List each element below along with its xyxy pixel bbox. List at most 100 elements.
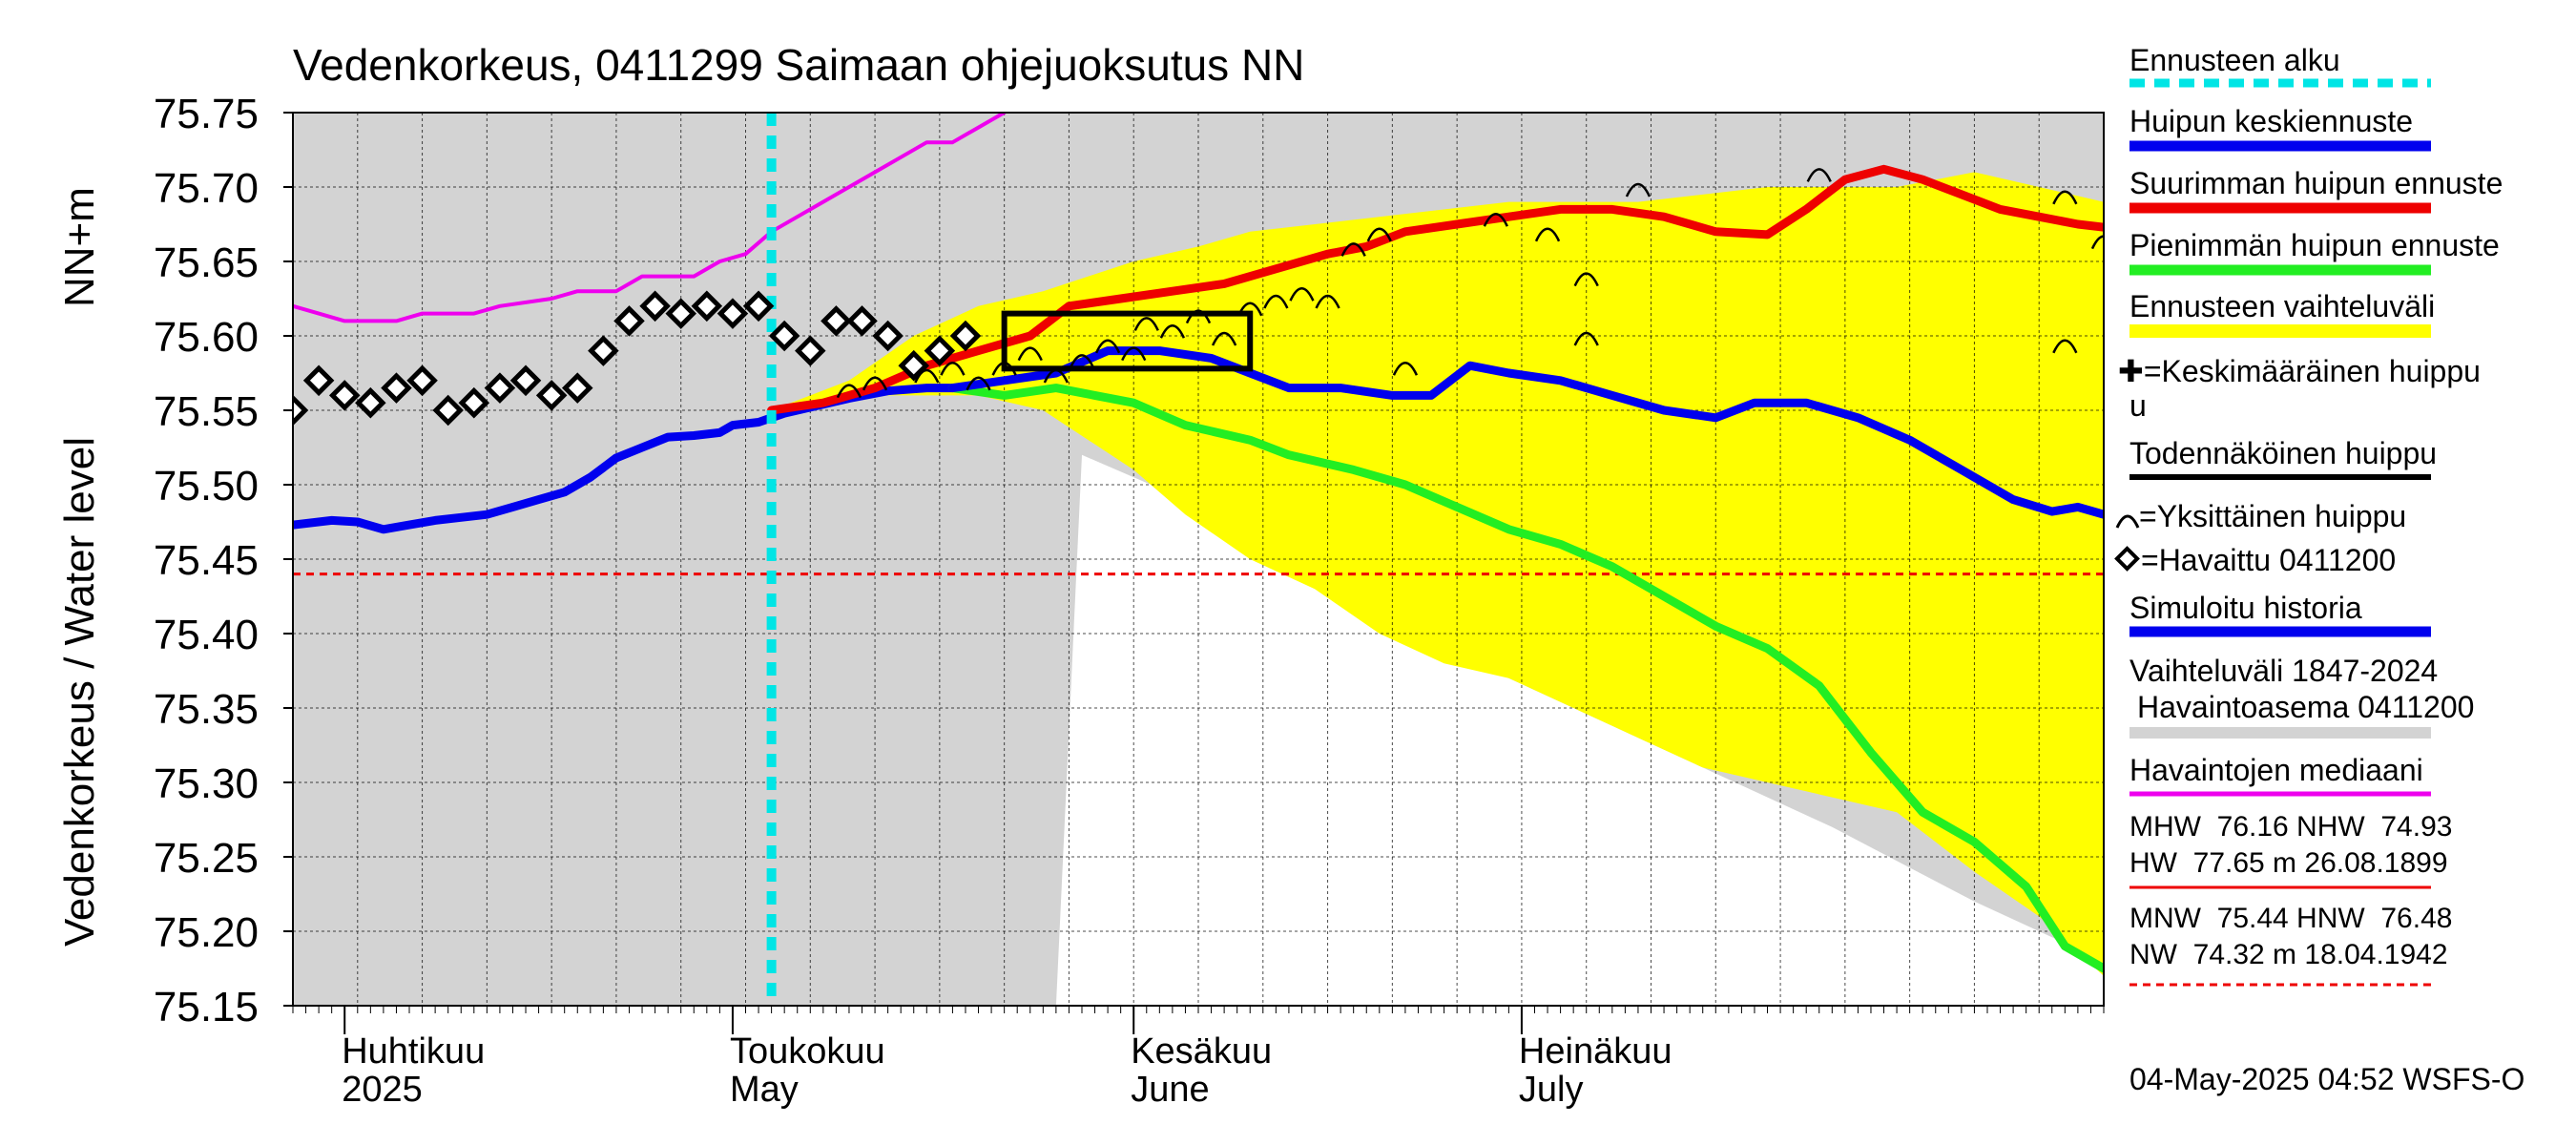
individual-peak-marker xyxy=(1043,368,1070,384)
observed-point xyxy=(795,335,826,366)
series-line-3 xyxy=(767,164,2104,415)
y-tick-label: 75.55 xyxy=(154,388,259,435)
observed-point xyxy=(742,290,775,323)
observed-point xyxy=(328,380,361,411)
y-tick-label: 75.40 xyxy=(154,612,259,658)
legend-average-peak-text: ✚=Keskimääräinen huippu xyxy=(2118,354,2481,388)
legend-label-probable-peak: Todennäköinen huippu xyxy=(2129,436,2437,470)
legend-label-forecast-start: Ennusteen alku xyxy=(2129,43,2340,77)
observed-point xyxy=(484,372,516,404)
y-tick-label: 75.75 xyxy=(154,91,259,137)
individual-peak-marker xyxy=(1392,361,1419,376)
individual-peak-marker xyxy=(2052,190,2078,205)
observed-point xyxy=(949,320,982,352)
legend: Ennusteen alku Huipun keskiennuste Suuri… xyxy=(2114,43,2503,987)
x-month-label-fi: Kesäkuu xyxy=(1131,1031,1272,1072)
observed-point xyxy=(846,305,878,337)
observed-point xyxy=(293,394,309,427)
legend-label-range-station: Havaintoasema 0411200 xyxy=(2137,690,2474,724)
individual-peak-marker xyxy=(1806,168,1832,182)
individual-peak-marker xyxy=(1366,227,1392,242)
stat-hw: HW 77.65 m 26.08.1899 xyxy=(2129,847,2448,879)
stat-nw: NW 74.32 m 18.04.1942 xyxy=(2129,939,2448,970)
individual-peak-marker xyxy=(1483,212,1508,227)
individual-peak-marker xyxy=(1573,272,1599,287)
individual-peak-marker xyxy=(1315,294,1340,309)
y-tick-label: 75.50 xyxy=(154,463,259,510)
forecast-range-band xyxy=(771,172,2104,976)
individual-peak-marker xyxy=(2090,235,2104,250)
individual-peak-marker xyxy=(862,376,888,391)
observed-point xyxy=(691,290,723,323)
individual-peak-marker xyxy=(2052,339,2078,354)
individual-peak-marker xyxy=(1534,227,1561,242)
observed-point xyxy=(872,320,904,352)
series-line-0 xyxy=(293,113,1007,323)
observed-point xyxy=(302,364,335,397)
y-axis-label: Vedenkorkeus / Water level xyxy=(56,437,103,947)
individual-peak-marker xyxy=(1069,354,1095,368)
legend-observed-icon xyxy=(2114,546,2140,572)
legend-individual-peak-icon xyxy=(2115,514,2140,529)
individual-peak-marker xyxy=(914,368,940,384)
legend-label-median: Havaintojen mediaani xyxy=(2129,753,2423,787)
legend-label-forecast-range: Ennusteen vaihteluväli xyxy=(2129,289,2435,323)
x-month-label-en: 2025 xyxy=(342,1070,423,1110)
plot-area xyxy=(293,113,2104,1006)
observed-point xyxy=(355,386,386,419)
y-tick-label: 75.15 xyxy=(154,984,259,1030)
individual-peak-marker xyxy=(1121,346,1147,362)
y-tick-label: 75.70 xyxy=(154,165,259,212)
observed-point xyxy=(535,380,568,411)
y-tick-label: 75.45 xyxy=(154,537,259,584)
chart-title: Vedenkorkeus, 0411299 Saimaan ohjejuoksu… xyxy=(293,40,1304,90)
legend-label-individual-peak: =Yksittäinen huippu xyxy=(2139,499,2406,533)
stat-mnw-hnw: MNW 75.44 HNW 76.48 xyxy=(2129,903,2452,934)
individual-peak-marker xyxy=(836,384,862,399)
x-month-label-fi: Toukokuu xyxy=(730,1031,885,1072)
individual-peak-marker xyxy=(1094,339,1121,354)
observed-point xyxy=(898,349,930,382)
legend-label-simulated-history: Simuloitu historia xyxy=(2129,591,2362,625)
observed-point xyxy=(588,335,619,366)
x-month-label-en: July xyxy=(1519,1070,1584,1110)
legend-label-observed: =Havaittu 0411200 xyxy=(2141,543,2396,577)
legend-label-mean-peak-forecast: Huipun keskiennuste xyxy=(2129,104,2413,138)
x-month-label-en: May xyxy=(730,1070,799,1110)
individual-peak-marker xyxy=(1625,182,1652,198)
y-axis-unit: NN+m xyxy=(56,187,103,307)
individual-peak-marker xyxy=(1133,317,1159,331)
y-tick-label: 75.65 xyxy=(154,239,259,286)
observed-point xyxy=(381,372,412,404)
x-month-label-fi: Heinäkuu xyxy=(1519,1031,1672,1072)
individual-peak-marker xyxy=(1237,302,1263,317)
individual-peak-marker xyxy=(1263,294,1289,309)
observed-point xyxy=(613,305,645,337)
legend-label-range-years: Vaihteluväli 1847-2024 xyxy=(2129,654,2438,688)
observed-point xyxy=(821,305,852,337)
timestamp-footer: 04-May-2025 04:52 WSFS-O xyxy=(2129,1062,2524,1096)
series-line-4 xyxy=(947,346,2104,519)
individual-peak-marker xyxy=(1211,331,1237,346)
stat-mhw-nhw: MHW 76.16 NHW 74.93 xyxy=(2129,811,2452,843)
probable-peak-box xyxy=(1001,310,1254,372)
individual-peak-marker xyxy=(966,376,991,391)
observed-point xyxy=(561,372,593,404)
y-tick-label: 75.20 xyxy=(154,909,259,956)
individual-peak-marker xyxy=(1159,323,1186,339)
individual-peak-marker xyxy=(1573,331,1599,346)
individual-peak-marker xyxy=(991,361,1017,376)
x-month-label-en: June xyxy=(1131,1070,1209,1110)
individual-peak-marker xyxy=(1289,286,1315,302)
observed-point xyxy=(639,290,671,323)
observed-point xyxy=(768,320,800,352)
observed-point xyxy=(509,364,542,397)
axes: 75.15 75.20 75.25 75.30 75.35 75.40 75.45 75.50… xyxy=(154,91,2105,1110)
y-tick-label: 75.25 xyxy=(154,835,259,882)
x-month-label-fi: Huhtikuu xyxy=(342,1031,485,1072)
observed-point xyxy=(432,394,464,427)
observed-point xyxy=(665,298,696,329)
y-tick-label: 75.60 xyxy=(154,314,259,361)
observed-point xyxy=(458,386,490,419)
